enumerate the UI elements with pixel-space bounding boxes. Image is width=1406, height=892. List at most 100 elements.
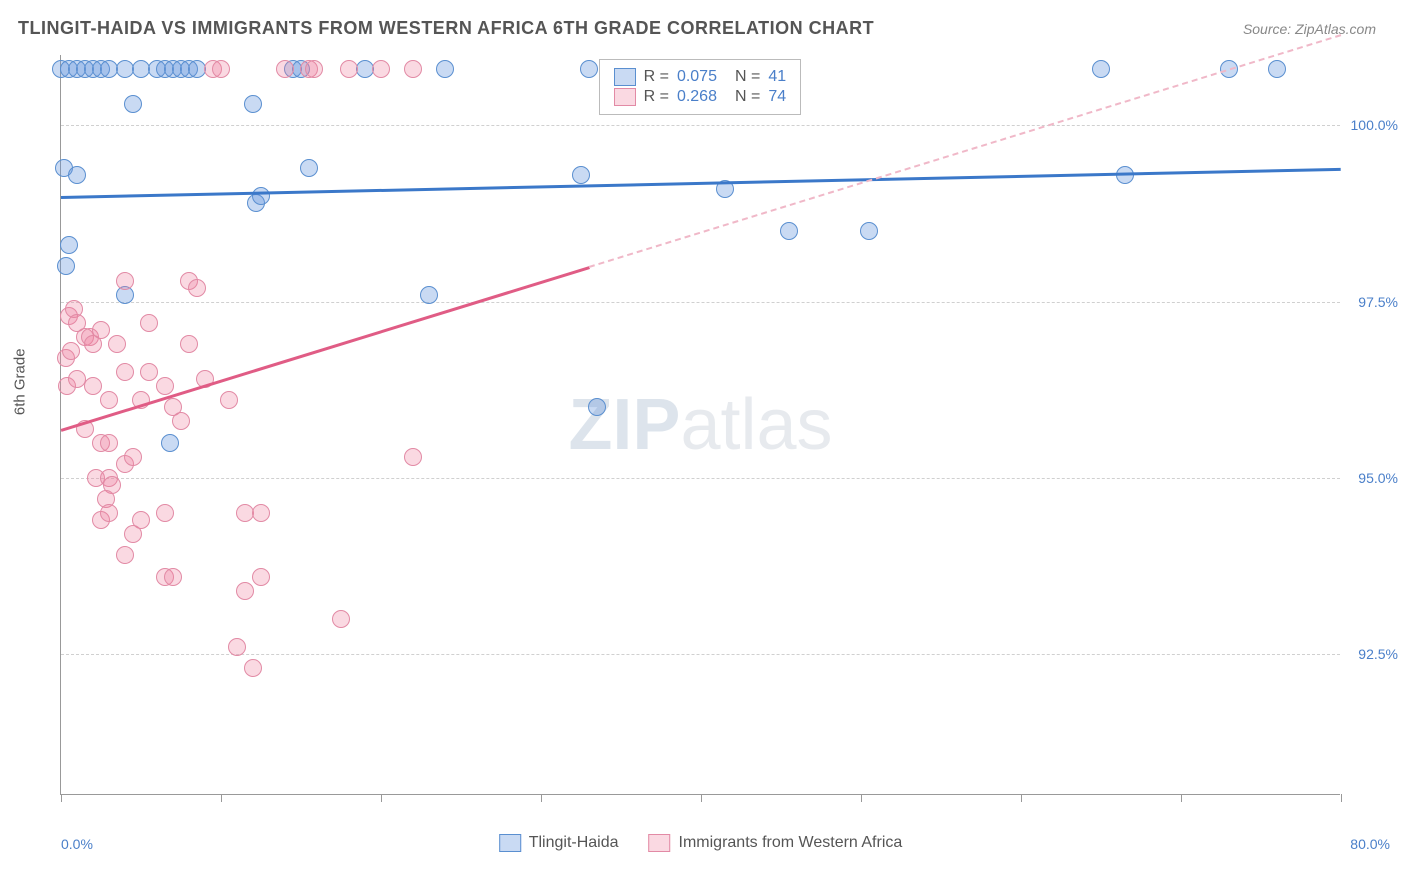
data-point	[172, 412, 190, 430]
gridline	[61, 478, 1340, 479]
legend-swatch	[649, 834, 671, 852]
legend-item: Tlingit-Haida	[499, 834, 619, 852]
plot-area: ZIPatlas 92.5%95.0%97.5%100.0%0.0%80.0%R…	[60, 55, 1340, 795]
data-point	[84, 377, 102, 395]
x-tick	[221, 794, 222, 802]
x-tick-label: 80.0%	[1350, 836, 1390, 852]
stats-legend: R = 0.075 N = 41 R = 0.268 N = 74	[599, 59, 802, 115]
x-tick	[1181, 794, 1182, 802]
chart-header: TLINGIT-HAIDA VS IMMIGRANTS FROM WESTERN…	[0, 0, 1406, 49]
data-point	[156, 377, 174, 395]
x-tick	[861, 794, 862, 802]
n-value: 41	[768, 68, 786, 86]
stats-legend-row: R = 0.268 N = 74	[614, 88, 787, 106]
data-point	[332, 610, 350, 628]
x-tick	[701, 794, 702, 802]
data-point	[100, 504, 118, 522]
data-point	[100, 391, 118, 409]
x-tick-label: 0.0%	[61, 836, 93, 852]
data-point	[252, 187, 270, 205]
data-point	[124, 448, 142, 466]
data-point	[404, 60, 422, 78]
watermark-rest: atlas	[680, 385, 832, 465]
watermark: ZIPatlas	[568, 384, 832, 466]
data-point	[1268, 60, 1286, 78]
data-point	[372, 60, 390, 78]
n-label: N =	[735, 88, 760, 106]
data-point	[124, 95, 142, 113]
data-point	[572, 166, 590, 184]
data-point	[116, 272, 134, 290]
data-point	[212, 60, 230, 78]
data-point	[140, 314, 158, 332]
data-point	[100, 434, 118, 452]
chart-title: TLINGIT-HAIDA VS IMMIGRANTS FROM WESTERN…	[18, 18, 874, 39]
data-point	[588, 398, 606, 416]
data-point	[156, 504, 174, 522]
data-point	[116, 363, 134, 381]
legend-label: Tlingit-Haida	[529, 834, 619, 852]
data-point	[124, 525, 142, 543]
data-point	[116, 546, 134, 564]
data-point	[404, 448, 422, 466]
data-point	[62, 342, 80, 360]
data-point	[436, 60, 454, 78]
data-point	[276, 60, 294, 78]
data-point	[244, 659, 262, 677]
data-point	[188, 279, 206, 297]
data-point	[108, 335, 126, 353]
data-point	[300, 159, 318, 177]
legend-swatch	[614, 68, 636, 86]
data-point	[164, 568, 182, 586]
r-value: 0.075	[677, 68, 717, 86]
data-point	[340, 60, 358, 78]
legend-item: Immigrants from Western Africa	[649, 834, 903, 852]
data-point	[252, 568, 270, 586]
x-tick	[1021, 794, 1022, 802]
x-tick	[541, 794, 542, 802]
x-tick	[381, 794, 382, 802]
legend-swatch	[614, 88, 636, 106]
data-point	[161, 434, 179, 452]
gridline	[61, 654, 1340, 655]
x-tick	[61, 794, 62, 802]
r-value: 0.268	[677, 88, 717, 106]
data-point	[57, 257, 75, 275]
data-point	[420, 286, 438, 304]
data-point	[68, 166, 86, 184]
r-label: R =	[644, 68, 669, 86]
stats-legend-row: R = 0.075 N = 41	[614, 68, 787, 86]
data-point	[305, 60, 323, 78]
data-point	[580, 60, 598, 78]
data-point	[860, 222, 878, 240]
data-point	[236, 582, 254, 600]
series-legend: Tlingit-Haida Immigrants from Western Afr…	[499, 834, 903, 852]
regression-line	[61, 168, 1341, 199]
y-tick-label: 92.5%	[1358, 646, 1398, 662]
data-point	[92, 321, 110, 339]
data-point	[252, 504, 270, 522]
data-point	[228, 638, 246, 656]
y-tick-label: 97.5%	[1358, 294, 1398, 310]
y-tick-label: 100.0%	[1351, 117, 1398, 133]
gridline	[61, 302, 1340, 303]
chart-source: Source: ZipAtlas.com	[1243, 21, 1376, 37]
data-point	[244, 95, 262, 113]
r-label: R =	[644, 88, 669, 106]
x-tick	[1341, 794, 1342, 802]
n-value: 74	[768, 88, 786, 106]
y-tick-label: 95.0%	[1358, 470, 1398, 486]
data-point	[180, 335, 198, 353]
data-point	[780, 222, 798, 240]
gridline	[61, 125, 1340, 126]
data-point	[1092, 60, 1110, 78]
regression-line	[61, 266, 590, 431]
legend-swatch	[499, 834, 521, 852]
n-label: N =	[735, 68, 760, 86]
legend-label: Immigrants from Western Africa	[679, 834, 903, 852]
data-point	[140, 363, 158, 381]
y-axis-label: 6th Grade	[12, 348, 29, 415]
data-point	[220, 391, 238, 409]
data-point	[60, 236, 78, 254]
watermark-bold: ZIP	[568, 385, 680, 465]
